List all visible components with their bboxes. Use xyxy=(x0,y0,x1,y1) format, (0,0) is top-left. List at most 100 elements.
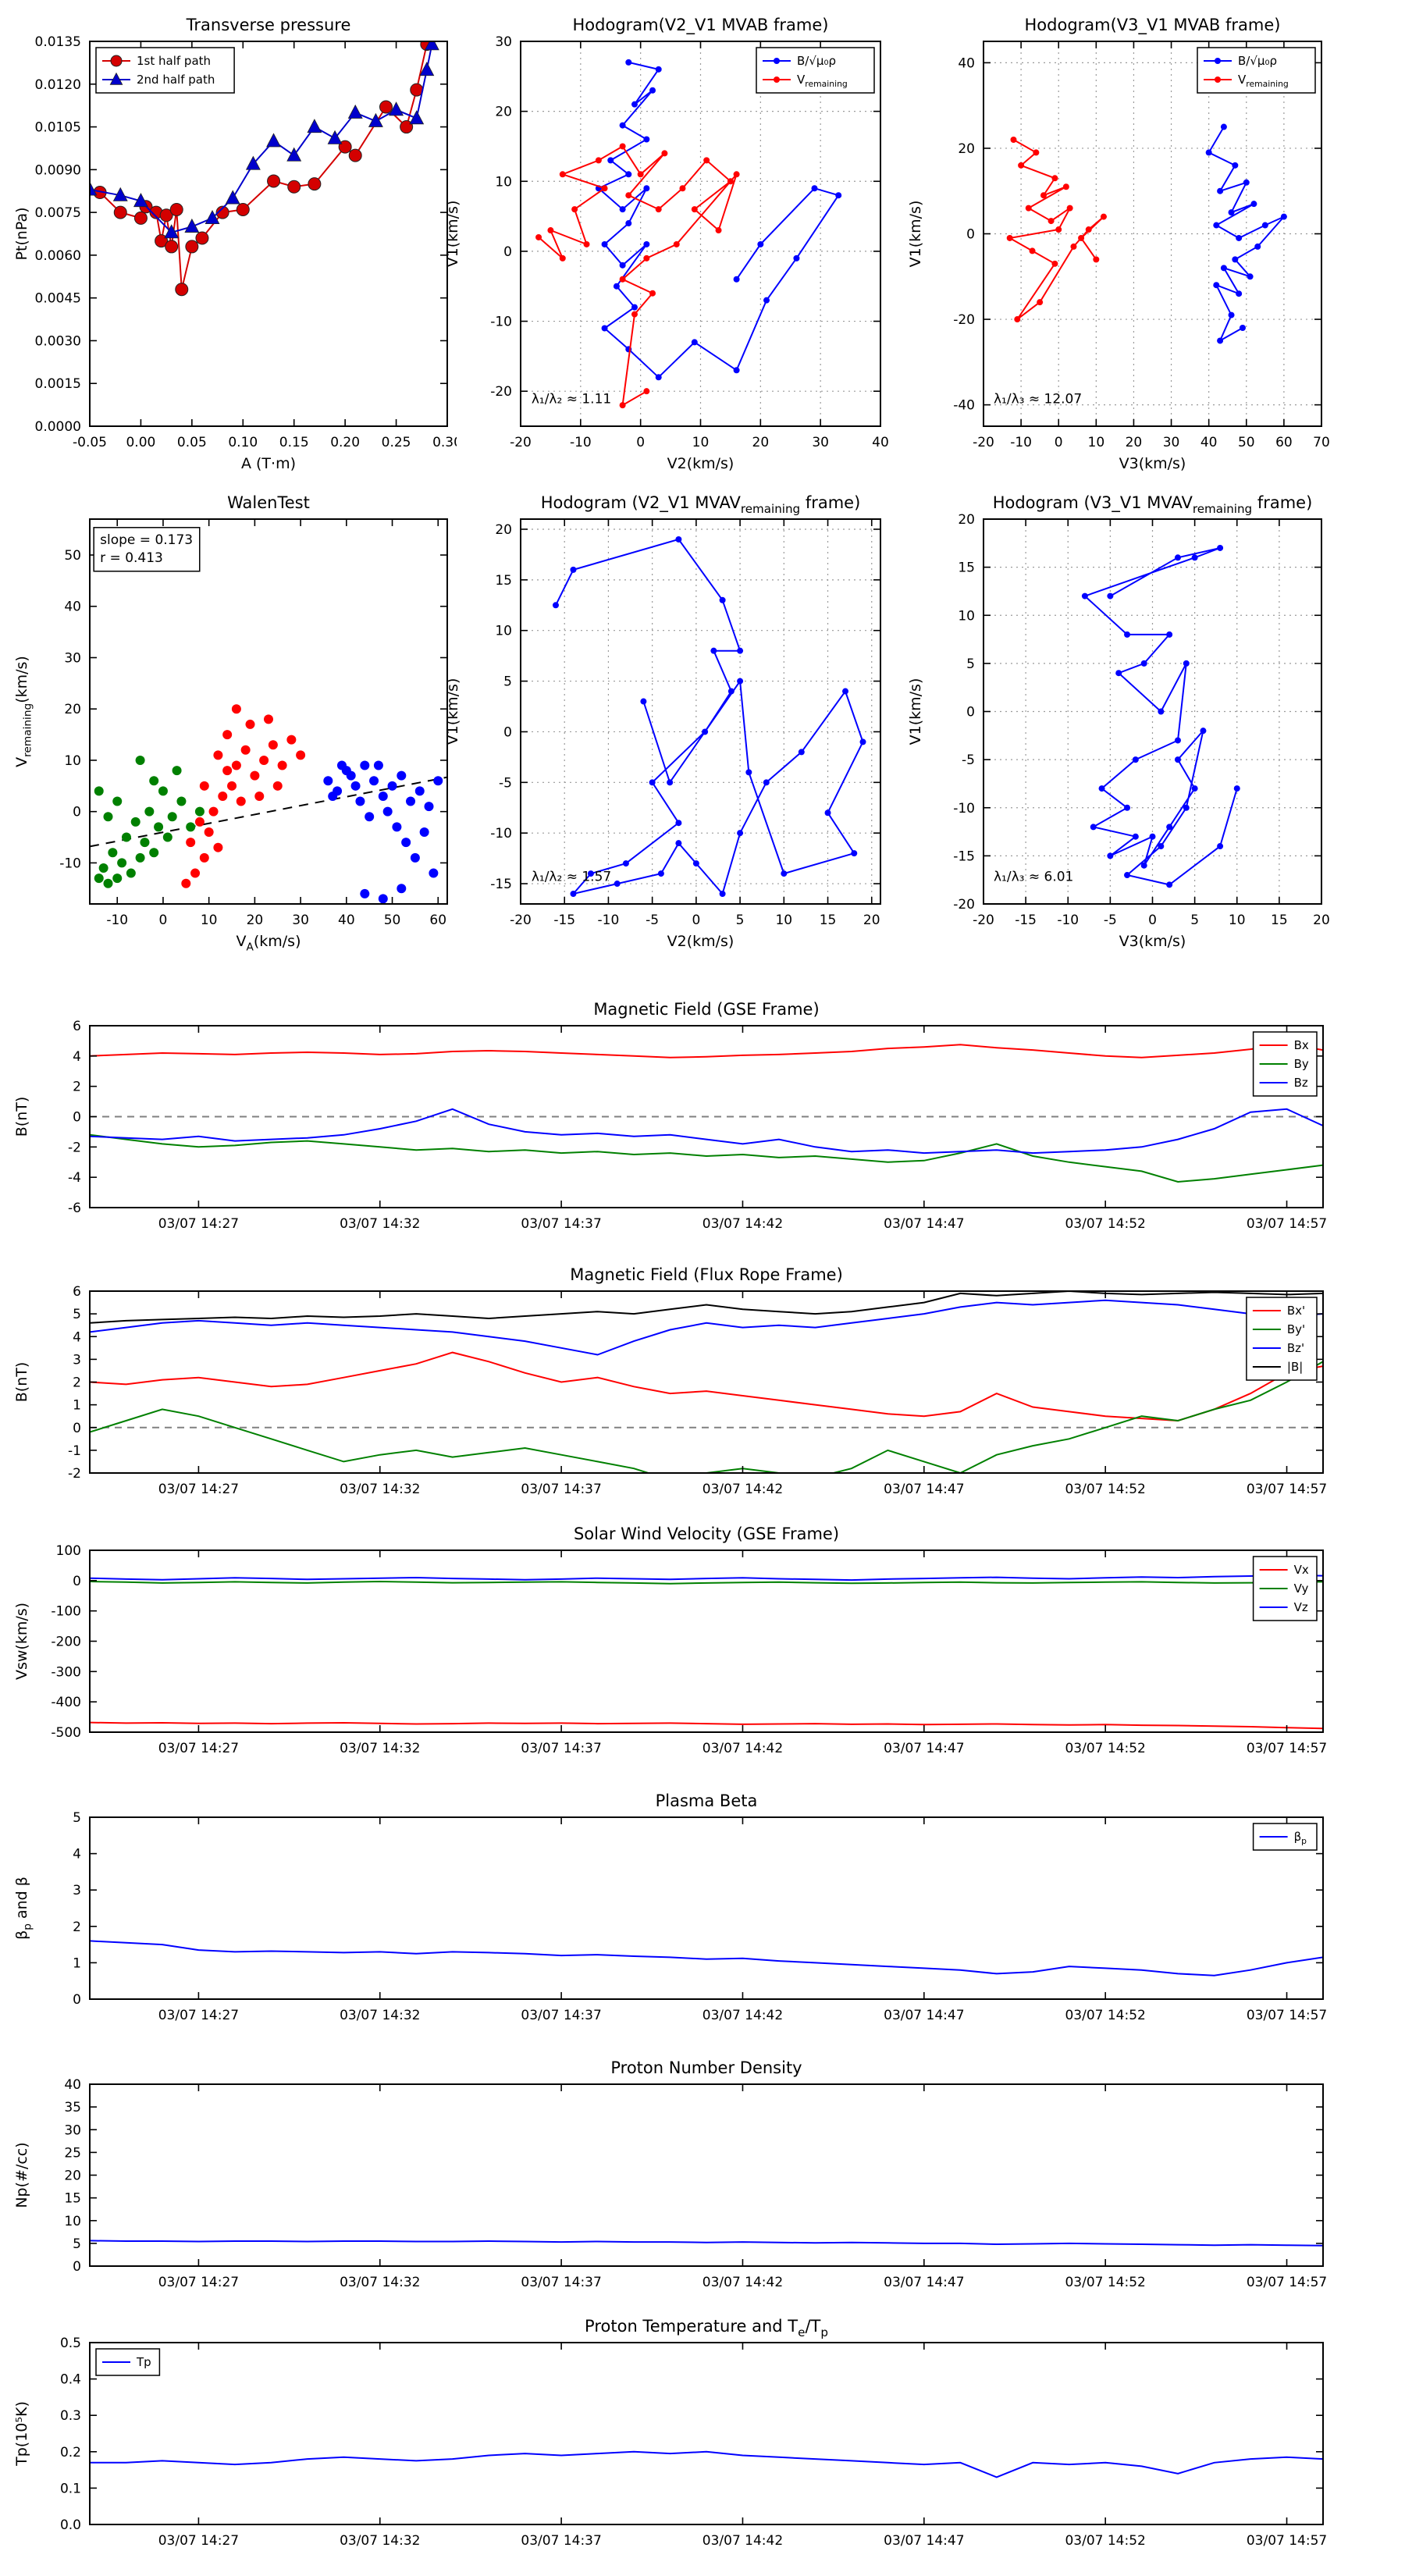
dot-marker xyxy=(1093,256,1100,263)
dot-marker xyxy=(733,171,740,178)
dot-marker xyxy=(208,806,219,817)
dot-marker xyxy=(631,304,638,311)
y-tick-label: 5 xyxy=(503,674,512,690)
triangle-marker xyxy=(184,218,200,233)
dot-marker xyxy=(733,276,740,283)
y-tick-label: 4 xyxy=(73,1049,81,1065)
dot-marker xyxy=(1132,833,1139,840)
dot-marker xyxy=(637,171,644,178)
legend-label: Tp xyxy=(136,2355,151,2369)
dot-marker xyxy=(727,688,735,695)
dot-marker xyxy=(1213,282,1220,289)
y-tick-label: 50 xyxy=(64,548,81,564)
y-tick-label: 0 xyxy=(73,1574,81,1589)
dot-marker xyxy=(625,171,632,178)
x-tick-label: 0.20 xyxy=(330,435,360,450)
x-tick-label: 0.00 xyxy=(126,435,155,450)
dot-marker xyxy=(824,809,831,817)
x-tick-label: 10 xyxy=(1088,435,1105,450)
dot-marker xyxy=(1107,852,1114,859)
y-tick-label: 0.0060 xyxy=(35,248,81,264)
circle-marker xyxy=(133,211,148,225)
dot-marker xyxy=(172,766,182,776)
dot-marker xyxy=(140,838,150,848)
dot-marker xyxy=(194,806,205,817)
y-tick-label: 0.0030 xyxy=(35,333,81,349)
dot-marker xyxy=(286,735,297,745)
legend-label: Bz' xyxy=(1287,1341,1304,1355)
y-tick-label: 35 xyxy=(64,2100,81,2115)
y-tick-label: 6 xyxy=(73,1284,81,1300)
dot-marker xyxy=(1081,592,1088,600)
dot-marker xyxy=(613,283,620,290)
dot-marker xyxy=(559,254,566,262)
series-vx xyxy=(90,1721,1323,1730)
x-tick-label: 30 xyxy=(1163,435,1180,450)
dot-marker xyxy=(387,781,397,791)
y-tick-label: 0.3 xyxy=(60,2408,81,2424)
plot-area xyxy=(90,2450,1323,2478)
annotation-text: r = 0.413 xyxy=(100,550,163,566)
y-tick-label: -6 xyxy=(68,1201,81,1216)
dot-marker xyxy=(360,888,370,898)
dot-marker xyxy=(1100,213,1107,220)
x-tick-label: 03/07 14:42 xyxy=(702,2533,783,2549)
series-bx xyxy=(90,1043,1323,1059)
series-b xyxy=(90,1291,1323,1324)
x-tick-label: 5 xyxy=(736,913,745,928)
x-tick-label: 03/07 14:32 xyxy=(340,1741,420,1756)
chart-proton-temperature: 03/07 14:27 03/07 14:32 03/07 14:37 03/07 1… xyxy=(8,2310,1331,2567)
dot-marker xyxy=(1213,222,1220,229)
dot-marker xyxy=(328,791,338,801)
x-tick-label: 03/07 14:57 xyxy=(1247,1482,1327,1497)
dot-marker xyxy=(1205,149,1212,156)
y-tick-label: 15 xyxy=(958,560,975,576)
x-tick-label: -0.05 xyxy=(73,435,107,450)
x-tick-label: 03/07 14:47 xyxy=(884,2008,964,2023)
x-tick-label: 03/07 14:37 xyxy=(521,1216,601,1232)
legend-label: |B| xyxy=(1287,1360,1303,1374)
y-tick-label: 1 xyxy=(73,1955,81,1971)
dot-marker xyxy=(643,185,650,192)
y-tick-label: 5 xyxy=(966,656,975,672)
fit-line xyxy=(89,776,448,848)
dot-marker xyxy=(213,750,223,760)
circle-marker xyxy=(175,283,189,297)
dot-marker xyxy=(250,770,260,781)
dot-marker xyxy=(1124,872,1131,879)
dot-marker xyxy=(601,185,608,192)
dot-marker xyxy=(149,776,159,786)
dot-marker xyxy=(1033,149,1040,156)
y-tick-label: -10 xyxy=(490,315,512,330)
legend-label: Vx xyxy=(1294,1563,1309,1577)
dot-marker xyxy=(227,781,237,791)
y-axis-label: V1(km/s) xyxy=(444,201,461,268)
dot-marker xyxy=(186,822,196,832)
x-axis-label: V2(km/s) xyxy=(667,933,735,950)
dot-marker xyxy=(1124,804,1131,811)
series-vy xyxy=(90,1580,1323,1585)
x-tick-label: 0 xyxy=(1148,913,1157,928)
y-tick-label: -15 xyxy=(490,877,512,892)
legend: Tp xyxy=(95,2348,161,2376)
chart-title: Hodogram (V3_V1 MVAVremaining frame) xyxy=(993,493,1313,516)
chart-title: Proton Temperature and Te/Tp xyxy=(585,2317,828,2339)
circle-marker xyxy=(185,240,199,254)
y-tick-label: -2 xyxy=(68,1140,81,1155)
dot-marker xyxy=(424,802,434,812)
triangle-marker xyxy=(164,224,180,239)
dot-marker xyxy=(1140,660,1147,667)
x-tick-label: 0 xyxy=(636,435,645,450)
dot-marker xyxy=(631,101,638,108)
x-tick-label: 10 xyxy=(775,913,792,928)
dot-marker xyxy=(1166,881,1173,888)
chart-svg: 03/07 14:27 03/07 14:32 03/07 14:37 03/07 1… xyxy=(13,1265,1327,1497)
x-tick-label: 03/07 14:47 xyxy=(884,1482,964,1497)
legend-label: βp xyxy=(1294,1830,1307,1846)
dot-marker xyxy=(94,786,104,796)
dot-marker xyxy=(181,878,191,888)
x-tick-label: 0.15 xyxy=(279,435,309,450)
x-tick-label: 40 xyxy=(338,913,355,928)
x-tick-label: -20 xyxy=(510,435,532,450)
y-tick-label: -200 xyxy=(51,1635,81,1650)
